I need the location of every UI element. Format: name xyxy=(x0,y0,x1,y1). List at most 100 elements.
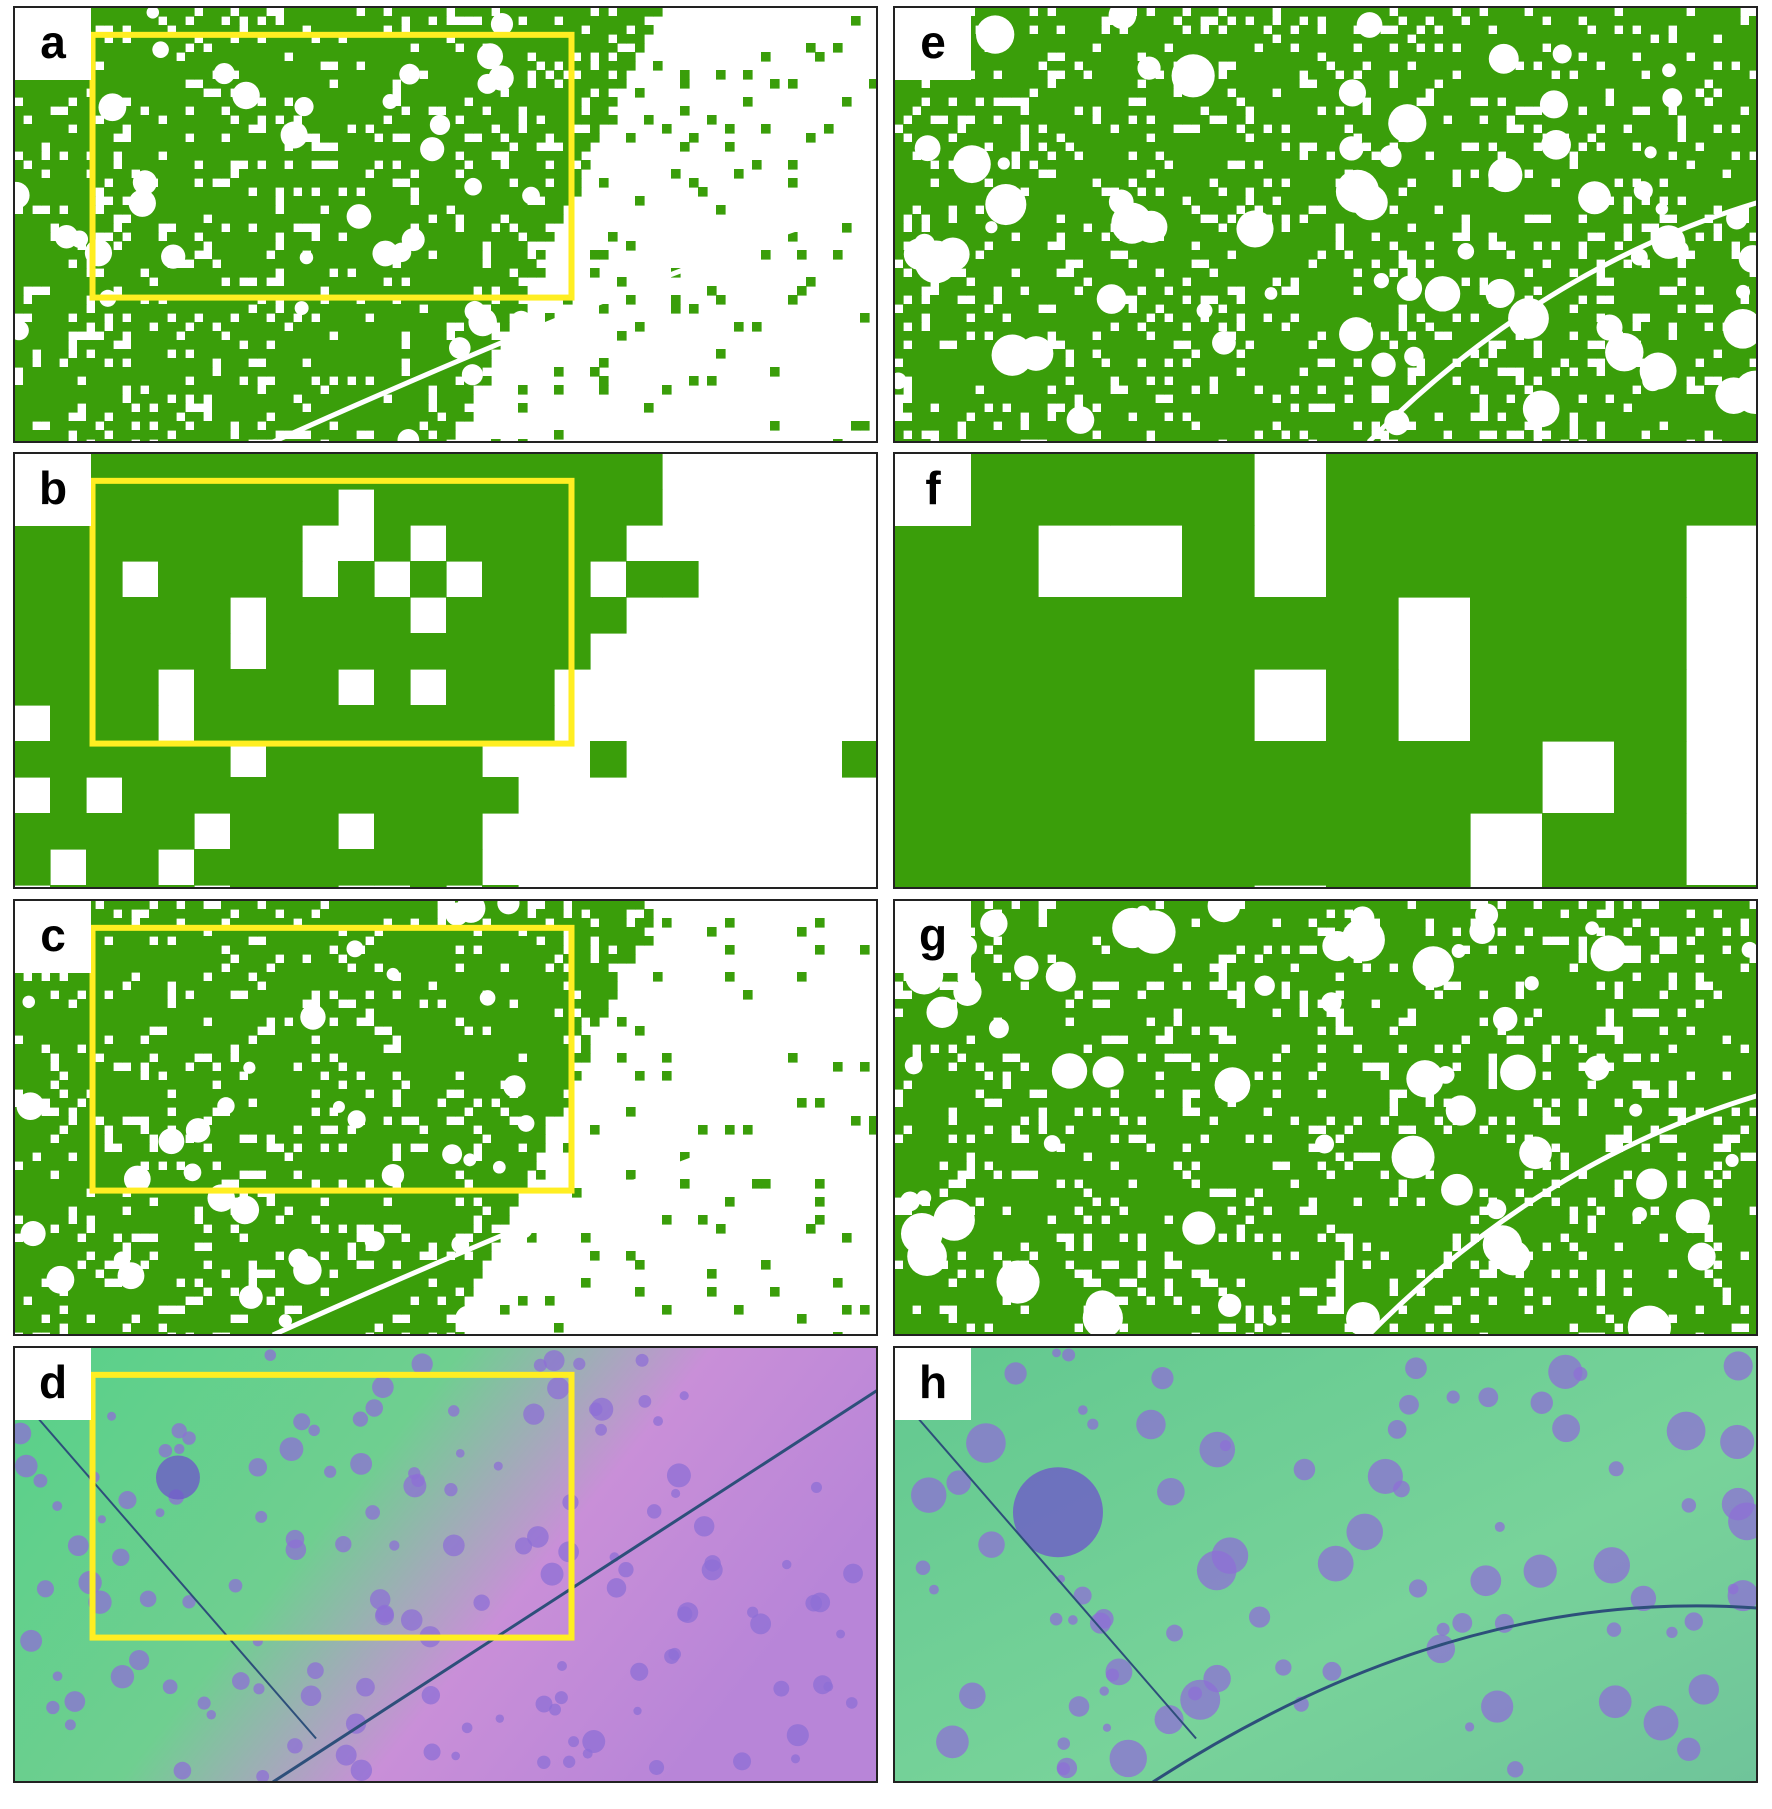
land-cell xyxy=(491,1116,501,1126)
land-cell xyxy=(239,1116,249,1126)
land-cell xyxy=(257,990,267,1000)
land-cell xyxy=(14,1026,24,1036)
land-cell xyxy=(104,1026,114,1036)
land-cell xyxy=(77,268,87,278)
land-cell xyxy=(464,999,474,1009)
land-cell xyxy=(41,295,51,305)
land-cell xyxy=(248,1233,258,1243)
land-cell xyxy=(257,1161,267,1171)
land-cell xyxy=(221,268,231,278)
land-cell xyxy=(482,142,492,152)
land-cell xyxy=(491,439,501,442)
land-cell xyxy=(464,259,474,269)
land-cell xyxy=(356,936,366,946)
land-cell xyxy=(59,1080,69,1090)
land-cell xyxy=(383,430,393,440)
land-cell xyxy=(365,331,375,341)
land-cell xyxy=(167,1152,177,1162)
land-cell xyxy=(500,313,510,323)
land-cell xyxy=(329,115,339,125)
land-cell xyxy=(473,990,483,1000)
land-cell xyxy=(158,322,168,332)
land-cell xyxy=(320,1053,330,1063)
land-cell xyxy=(275,1233,285,1243)
land-cell xyxy=(95,1143,105,1153)
land-cell xyxy=(77,367,87,377)
land-cell xyxy=(59,340,69,350)
land-cell xyxy=(302,385,312,395)
land-cell xyxy=(374,367,384,377)
land-cell xyxy=(239,52,249,62)
land-cell xyxy=(293,268,303,278)
land-cell xyxy=(446,489,483,526)
land-cell xyxy=(662,1071,672,1081)
land-cell xyxy=(500,1044,510,1054)
land-cell xyxy=(68,205,78,215)
land-cell xyxy=(50,741,87,778)
land-cell xyxy=(365,34,375,44)
land-cell xyxy=(95,169,105,179)
land-cell xyxy=(446,1098,456,1108)
land-cell xyxy=(140,918,150,928)
settlement xyxy=(397,429,420,442)
land-cell xyxy=(410,259,420,269)
land-cell xyxy=(86,741,123,778)
land-cell xyxy=(590,79,600,89)
land-cell xyxy=(59,331,69,341)
land-cell xyxy=(374,1062,384,1072)
land-cell xyxy=(311,1062,321,1072)
land-cell xyxy=(131,1017,141,1027)
land-cell xyxy=(734,322,744,332)
land-cell xyxy=(806,1224,816,1234)
land-cell xyxy=(446,79,456,89)
land-cell xyxy=(320,259,330,269)
land-cell xyxy=(131,313,141,323)
land-cell xyxy=(743,990,753,1000)
land-cell xyxy=(149,999,159,1009)
land-cell xyxy=(230,981,240,991)
land-cell xyxy=(68,304,78,314)
land-cell xyxy=(446,259,456,269)
land-cell xyxy=(158,7,168,17)
land-cell xyxy=(185,88,195,98)
land-cell xyxy=(59,1116,69,1126)
land-cell xyxy=(239,43,249,53)
land-cell xyxy=(365,340,375,350)
land-cell xyxy=(320,394,330,404)
land-cell xyxy=(347,954,357,964)
land-cell xyxy=(662,385,672,395)
land-cell xyxy=(284,61,294,71)
land-cell xyxy=(554,34,564,44)
land-cell xyxy=(491,936,501,946)
land-cell xyxy=(185,358,195,368)
land-cell xyxy=(266,160,276,170)
land-cell xyxy=(383,196,393,206)
land-cell xyxy=(149,232,159,242)
land-cell xyxy=(185,160,195,170)
land-cell xyxy=(131,1026,141,1036)
land-cell xyxy=(68,151,78,161)
land-cell xyxy=(59,1035,69,1045)
land-cell xyxy=(338,286,348,296)
land-cell xyxy=(185,972,195,982)
land-cell xyxy=(113,250,123,260)
land-cell xyxy=(14,813,51,850)
land-cell xyxy=(761,52,771,62)
land-cell xyxy=(518,981,528,991)
land-cell xyxy=(212,25,222,35)
land-cell xyxy=(707,927,717,937)
land-cell xyxy=(194,561,231,598)
land-cell xyxy=(446,1197,456,1207)
land-cell xyxy=(491,34,501,44)
land-cell xyxy=(221,1089,231,1099)
land-cell xyxy=(554,97,564,107)
land-cell xyxy=(635,1071,645,1081)
land-cell xyxy=(203,277,213,287)
land-cell xyxy=(356,1008,366,1018)
land-cell xyxy=(419,954,429,964)
land-cell xyxy=(221,151,231,161)
land-cell xyxy=(329,981,339,991)
land-cell xyxy=(239,1107,249,1117)
land-cell xyxy=(347,981,357,991)
land-cell xyxy=(248,1080,258,1090)
